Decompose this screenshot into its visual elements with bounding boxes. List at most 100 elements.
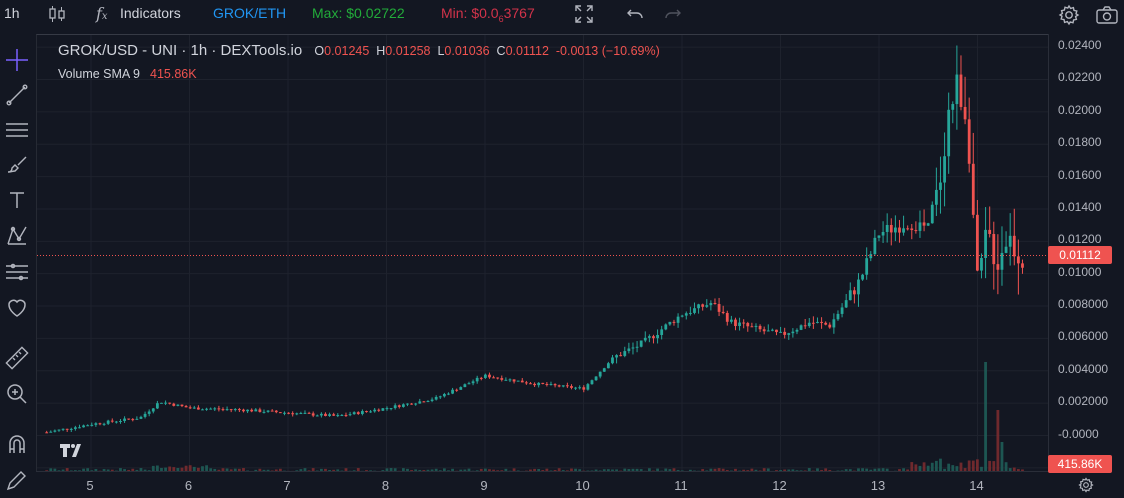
candle-body	[139, 416, 143, 419]
volume-bar	[922, 462, 926, 472]
price-chart[interactable]	[36, 34, 1049, 472]
zoom-icon[interactable]	[5, 382, 29, 406]
volume-bar	[844, 469, 848, 472]
candles-icon[interactable]	[48, 0, 66, 28]
interval-button[interactable]: 1h	[4, 5, 20, 21]
volume-bar	[672, 468, 676, 472]
volume-bar	[898, 469, 901, 472]
volume-bar	[479, 468, 483, 472]
redo-icon[interactable]	[664, 0, 682, 28]
indicators-icon[interactable]: fx	[96, 4, 108, 23]
candle-body	[524, 382, 528, 384]
pencil-lock-icon[interactable]	[5, 468, 29, 492]
volume-bar	[639, 469, 643, 472]
candle-body	[336, 415, 340, 417]
candle-body	[311, 413, 315, 416]
candle-body	[123, 418, 126, 422]
candle-body	[533, 383, 536, 386]
volume-bar	[975, 459, 979, 472]
candle-body	[467, 383, 471, 385]
volume-bar	[155, 465, 159, 472]
indicators-button[interactable]: Indicators	[120, 5, 181, 21]
candle-body	[164, 402, 167, 404]
candle-body	[791, 331, 795, 334]
candle-body	[180, 404, 184, 407]
volume-bar	[233, 468, 237, 472]
text-icon[interactable]	[5, 188, 29, 212]
volume-bar	[426, 469, 430, 472]
forecast-icon[interactable]	[5, 260, 29, 284]
ohlc-values: O0.01245 H0.01258 L0.01036 C0.01112 -0.0…	[314, 44, 660, 58]
fullscreen-icon[interactable]	[574, 0, 594, 28]
volume-bar	[135, 469, 139, 472]
axis-settings-gear-icon[interactable]	[1078, 477, 1094, 498]
volume-bar	[963, 468, 967, 472]
time-tick-label: 7	[283, 478, 291, 493]
candle-body	[939, 182, 942, 190]
favorites-icon[interactable]	[5, 296, 29, 320]
volume-bar	[787, 469, 791, 472]
ruler-icon[interactable]	[5, 346, 29, 370]
volume-bar	[430, 469, 434, 472]
settings-gear-icon[interactable]	[1058, 0, 1080, 28]
candle-body	[516, 380, 520, 382]
candle-body	[332, 414, 336, 416]
volume-bar	[914, 464, 918, 472]
volume-bar	[1016, 469, 1020, 472]
candlestick-plot[interactable]	[37, 35, 1049, 472]
time-tick-label: 13	[870, 478, 886, 493]
candle-body	[397, 405, 401, 407]
candle-body	[369, 411, 372, 413]
volume-bar	[631, 468, 635, 472]
candle-body	[102, 423, 106, 425]
volume-bar	[656, 468, 659, 472]
candle-body	[873, 237, 877, 255]
camera-icon[interactable]	[1095, 0, 1119, 28]
volume-bar	[553, 469, 557, 472]
candle-body	[438, 396, 442, 398]
candle-body	[918, 222, 922, 231]
min-price-label: Min: $0.063767	[441, 5, 535, 24]
candle-body	[315, 415, 319, 417]
candle-body	[578, 387, 582, 389]
candle-body	[283, 412, 286, 414]
candle-body	[160, 402, 163, 404]
volume-bar	[61, 469, 65, 472]
horizontal-lines-icon[interactable]	[5, 118, 29, 142]
candle-body	[262, 411, 266, 413]
time-axis[interactable]: 5 6 7 8 9 10 11 12 13 14	[36, 471, 1048, 498]
candle-body	[184, 406, 188, 408]
candle-body	[237, 409, 241, 411]
volume-bar	[902, 468, 905, 472]
candle-body	[360, 411, 364, 414]
volume-bar	[512, 468, 516, 472]
candle-body	[697, 304, 700, 309]
candle-body	[898, 227, 901, 233]
trend-line-icon[interactable]	[5, 83, 29, 107]
candle-body	[635, 346, 639, 348]
candle-body	[373, 409, 377, 412]
volume-bar	[488, 469, 491, 472]
candle-body	[529, 383, 532, 385]
candle-body	[287, 412, 290, 414]
pattern-icon[interactable]	[5, 224, 29, 248]
brush-icon[interactable]	[5, 153, 29, 177]
candle-body	[631, 347, 635, 349]
candle-body	[537, 382, 541, 386]
candle-body	[205, 408, 208, 410]
candle-body	[779, 331, 782, 333]
pair-link[interactable]: GROK/ETH	[213, 5, 287, 21]
volume-bar	[1008, 468, 1012, 472]
volume-bar	[635, 468, 639, 472]
chart-legend: GROK/USD - UNI · 1h · DEXTools.io O0.012…	[58, 42, 660, 59]
candle-body	[1004, 246, 1008, 253]
undo-icon[interactable]	[626, 0, 644, 28]
volume-bar	[86, 468, 90, 472]
candle-body	[418, 401, 422, 404]
crosshair-icon[interactable]	[5, 48, 29, 72]
volume-bar	[885, 468, 889, 472]
candle-body	[356, 412, 360, 414]
volume-badge: 415.86K	[1048, 455, 1112, 473]
magnet-icon[interactable]	[5, 432, 29, 456]
candle-body	[746, 323, 750, 327]
